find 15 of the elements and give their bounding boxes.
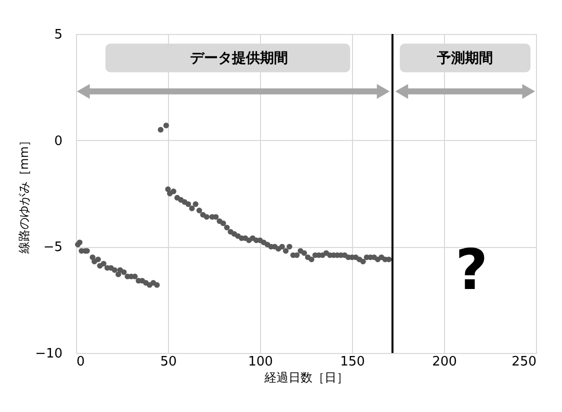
x-axis-title: 経過日数［日］ (264, 370, 348, 384)
y-tick-label: −10 (35, 346, 62, 362)
annotation: データ提供期間 (190, 50, 288, 66)
y-tick-label: 5 (54, 28, 62, 42)
annotation: ? (455, 238, 488, 304)
y-tick-label: 0 (54, 134, 62, 149)
x-tick-label: 250 (512, 354, 536, 370)
x-tick-label: 50 (160, 354, 177, 370)
y-axis-title: 線路のゆがみ［mm］ (17, 134, 32, 255)
y-tick-label: −5 (43, 240, 62, 256)
x-tick-label: 150 (340, 354, 365, 370)
x-tick-label: 100 (248, 354, 273, 370)
x-tick-label: 0 (76, 354, 85, 370)
x-tick-label: 200 (432, 354, 457, 370)
annotation: 予測期間 (436, 50, 494, 66)
